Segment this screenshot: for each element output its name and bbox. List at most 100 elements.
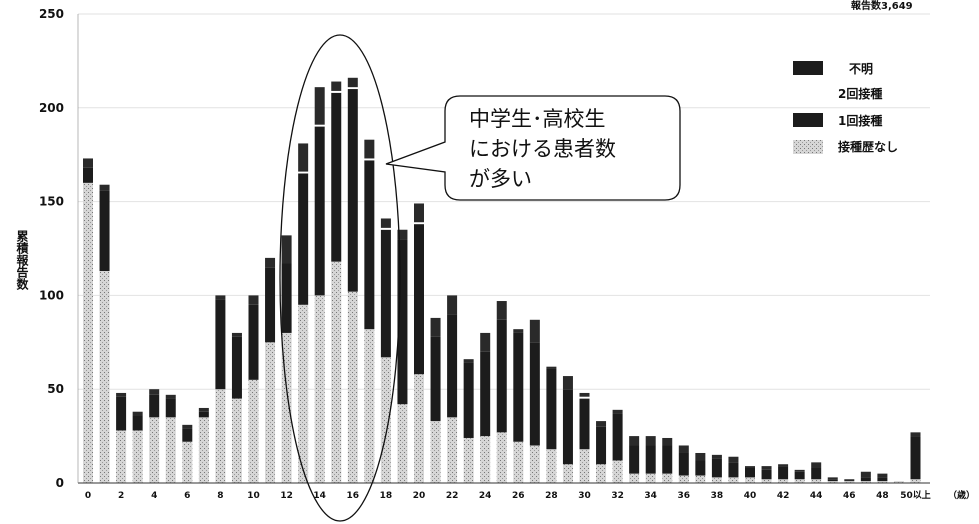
bar-segment xyxy=(596,421,607,427)
bar-segment xyxy=(877,481,888,483)
bar-segment xyxy=(761,479,772,483)
x-tick-label: 44 xyxy=(810,491,823,501)
x-tick-label: 38 xyxy=(711,491,724,501)
bar-segment xyxy=(364,158,375,161)
bar-segment xyxy=(562,464,573,483)
bar-segment xyxy=(612,460,623,483)
bar-segment xyxy=(132,415,143,431)
x-tick-label: 32 xyxy=(611,491,624,501)
bar-segment xyxy=(761,469,772,480)
bar-segment xyxy=(380,229,391,358)
bar-segment xyxy=(447,417,458,483)
y-tick-label: 0 xyxy=(56,476,64,490)
bar-segment xyxy=(298,173,309,305)
bar-segment xyxy=(99,190,110,272)
legend-swatch-one-dose xyxy=(793,113,823,127)
bar-segment xyxy=(463,437,474,483)
bar-segment xyxy=(877,473,888,478)
bar-segment xyxy=(248,304,259,380)
bar-segment xyxy=(728,477,739,483)
x-tick-label: 0 xyxy=(85,491,91,501)
bar-segment xyxy=(745,467,755,478)
bar-segment xyxy=(182,441,193,483)
bar-segment xyxy=(298,171,309,174)
bar-segment xyxy=(596,426,607,465)
bar-segment xyxy=(910,436,921,480)
bar-segment xyxy=(612,409,623,414)
bar-segment xyxy=(215,295,226,300)
bar-segment xyxy=(596,464,607,483)
legend-swatch-unknown xyxy=(793,61,823,75)
callout-shape xyxy=(385,95,681,201)
bar-segment xyxy=(397,239,408,405)
bar-segment xyxy=(629,436,640,446)
report-count: 報告数3,649 xyxy=(851,0,913,12)
bar-segment xyxy=(149,394,160,418)
bar-segment xyxy=(811,462,822,468)
bar-segment xyxy=(662,437,673,446)
legend-label-unknown: 不明 xyxy=(849,62,873,76)
x-axis-unit: （歳） xyxy=(948,489,975,501)
y-tick-label: 100 xyxy=(39,288,64,302)
bar-segment xyxy=(314,87,325,125)
bar-segment xyxy=(380,227,391,230)
bar-segment xyxy=(678,475,689,483)
bar-segment xyxy=(761,466,772,470)
bar-segment xyxy=(430,317,441,337)
bar-segment xyxy=(298,143,309,172)
bar-segment xyxy=(149,389,160,395)
bar-segment xyxy=(265,267,276,343)
bar-segment xyxy=(745,477,755,483)
bar-segment xyxy=(480,332,491,352)
bar-segment xyxy=(347,291,358,483)
bar-segment xyxy=(811,479,822,483)
bar-segment xyxy=(265,342,276,483)
bar-segment xyxy=(910,432,921,437)
bar-segment xyxy=(529,445,540,483)
bar-segment xyxy=(612,413,623,461)
bar-segment xyxy=(579,396,590,399)
bar-segment xyxy=(430,421,441,483)
bar-segment xyxy=(331,92,342,262)
x-tick-label: 2 xyxy=(118,491,124,501)
bar-segment xyxy=(231,398,242,483)
bar-segment xyxy=(165,398,176,418)
bar-segment xyxy=(645,445,656,474)
y-tick-label: 250 xyxy=(39,7,64,21)
x-tick-label: 24 xyxy=(479,491,492,501)
y-tick-labels: 0 50 100 150 200 250 xyxy=(39,7,64,490)
bar-segment xyxy=(794,479,805,483)
bar-segment xyxy=(463,362,474,438)
x-tick-label: 12 xyxy=(280,491,293,501)
bar-segment xyxy=(728,456,739,463)
bar-segment xyxy=(629,445,640,474)
bar-segment xyxy=(414,222,424,225)
bar-segment xyxy=(248,295,259,305)
bar-segment xyxy=(397,229,408,240)
callout-line-2: における患者数 xyxy=(469,137,616,161)
bar-segment xyxy=(380,357,391,483)
bar-segment xyxy=(662,473,673,483)
x-tick-label: 14 xyxy=(313,491,326,501)
x-tick-label: 42 xyxy=(777,491,790,501)
x-tick-label: 4 xyxy=(151,491,157,501)
bar-segment xyxy=(165,394,176,399)
bar-segment xyxy=(182,428,193,442)
bar-segment xyxy=(513,441,524,483)
x-tick-label: 20 xyxy=(413,491,426,501)
bar-segment xyxy=(198,407,209,412)
x-tick-label: 40 xyxy=(744,491,757,501)
bar-segment xyxy=(182,424,193,429)
x-tick-label: 46 xyxy=(843,491,856,501)
callout-line-3: が多い xyxy=(469,167,532,191)
x-tick-label: 16 xyxy=(347,491,360,501)
bar-segment xyxy=(414,374,424,483)
bar-segment xyxy=(198,417,209,483)
bar-segment xyxy=(414,203,424,223)
y-tick-label: 200 xyxy=(39,101,64,115)
bar-segment xyxy=(877,477,888,482)
bar-segment xyxy=(827,481,838,483)
bar-segment xyxy=(794,469,805,472)
bar-segment xyxy=(447,314,458,418)
